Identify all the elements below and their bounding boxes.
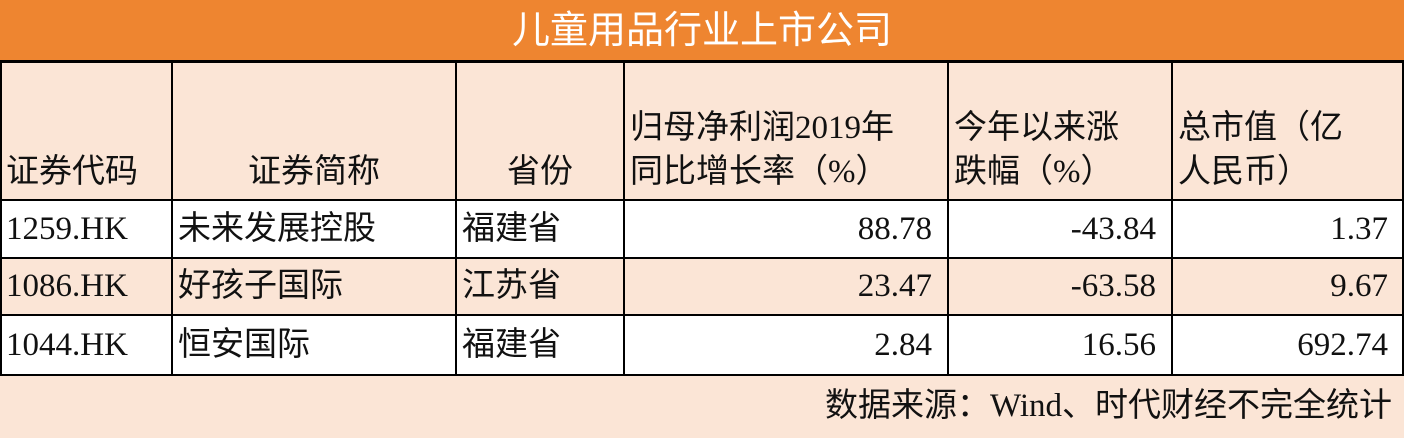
row-border — [0, 374, 1404, 376]
header-text: 证券简称 — [248, 154, 380, 190]
table-cell: 16.56 — [948, 315, 1172, 375]
column-border — [171, 62, 173, 375]
table-title: 儿童用品行业上市公司 — [0, 0, 1404, 62]
header-cell: 今年以来涨跌幅（%） — [948, 62, 1172, 200]
header-cell: 总市值（亿人民币） — [1172, 62, 1404, 200]
table-cell: -63.58 — [948, 258, 1172, 315]
header-text: 总市值（亿 — [1178, 110, 1343, 146]
row-border — [0, 257, 1404, 259]
column-border — [1171, 62, 1173, 375]
header-text: 归母净利润2019年 — [630, 110, 894, 146]
table-cell: 福建省 — [456, 315, 624, 375]
column-border — [455, 62, 457, 375]
table-cell: 2.84 — [624, 315, 948, 375]
table-cell: 好孩子国际 — [172, 258, 456, 315]
table-cell: 未来发展控股 — [172, 200, 456, 258]
table-cell: 692.74 — [1172, 315, 1404, 375]
column-border — [0, 62, 2, 375]
column-border — [623, 62, 625, 375]
table-cell: 88.78 — [624, 200, 948, 258]
header-text: 同比增长率（%） — [630, 154, 889, 190]
table-cell: 福建省 — [456, 200, 624, 258]
header-text: 今年以来涨 — [954, 110, 1119, 146]
header-text: 跌幅（%） — [954, 154, 1114, 190]
source-note: 数据来源：Wind、时代财经不完全统计 — [825, 388, 1392, 424]
row-border — [0, 61, 1404, 63]
column-border — [1402, 62, 1404, 375]
row-border — [0, 199, 1404, 201]
table-cell: 1259.HK — [0, 200, 172, 258]
column-border — [947, 62, 949, 375]
header-cell: 证券简称 — [172, 62, 456, 200]
row-border — [0, 314, 1404, 316]
header-text: 人民币） — [1178, 154, 1310, 190]
header-cell: 归母净利润2019年 同比增长率（%） — [624, 62, 948, 200]
table-cell: 1044.HK — [0, 315, 172, 375]
table-cell: 1086.HK — [0, 258, 172, 315]
table-cell: 恒安国际 — [172, 315, 456, 375]
header-text: 证券代码 — [6, 154, 138, 190]
table-cell: 9.67 — [1172, 258, 1404, 315]
header-cell: 证券代码 — [0, 62, 172, 200]
table-cell: -43.84 — [948, 200, 1172, 258]
header-cell: 省份 — [456, 62, 624, 200]
header-text: 省份 — [507, 154, 573, 190]
table-cell: 23.47 — [624, 258, 948, 315]
table-cell: 江苏省 — [456, 258, 624, 315]
table-cell: 1.37 — [1172, 200, 1404, 258]
